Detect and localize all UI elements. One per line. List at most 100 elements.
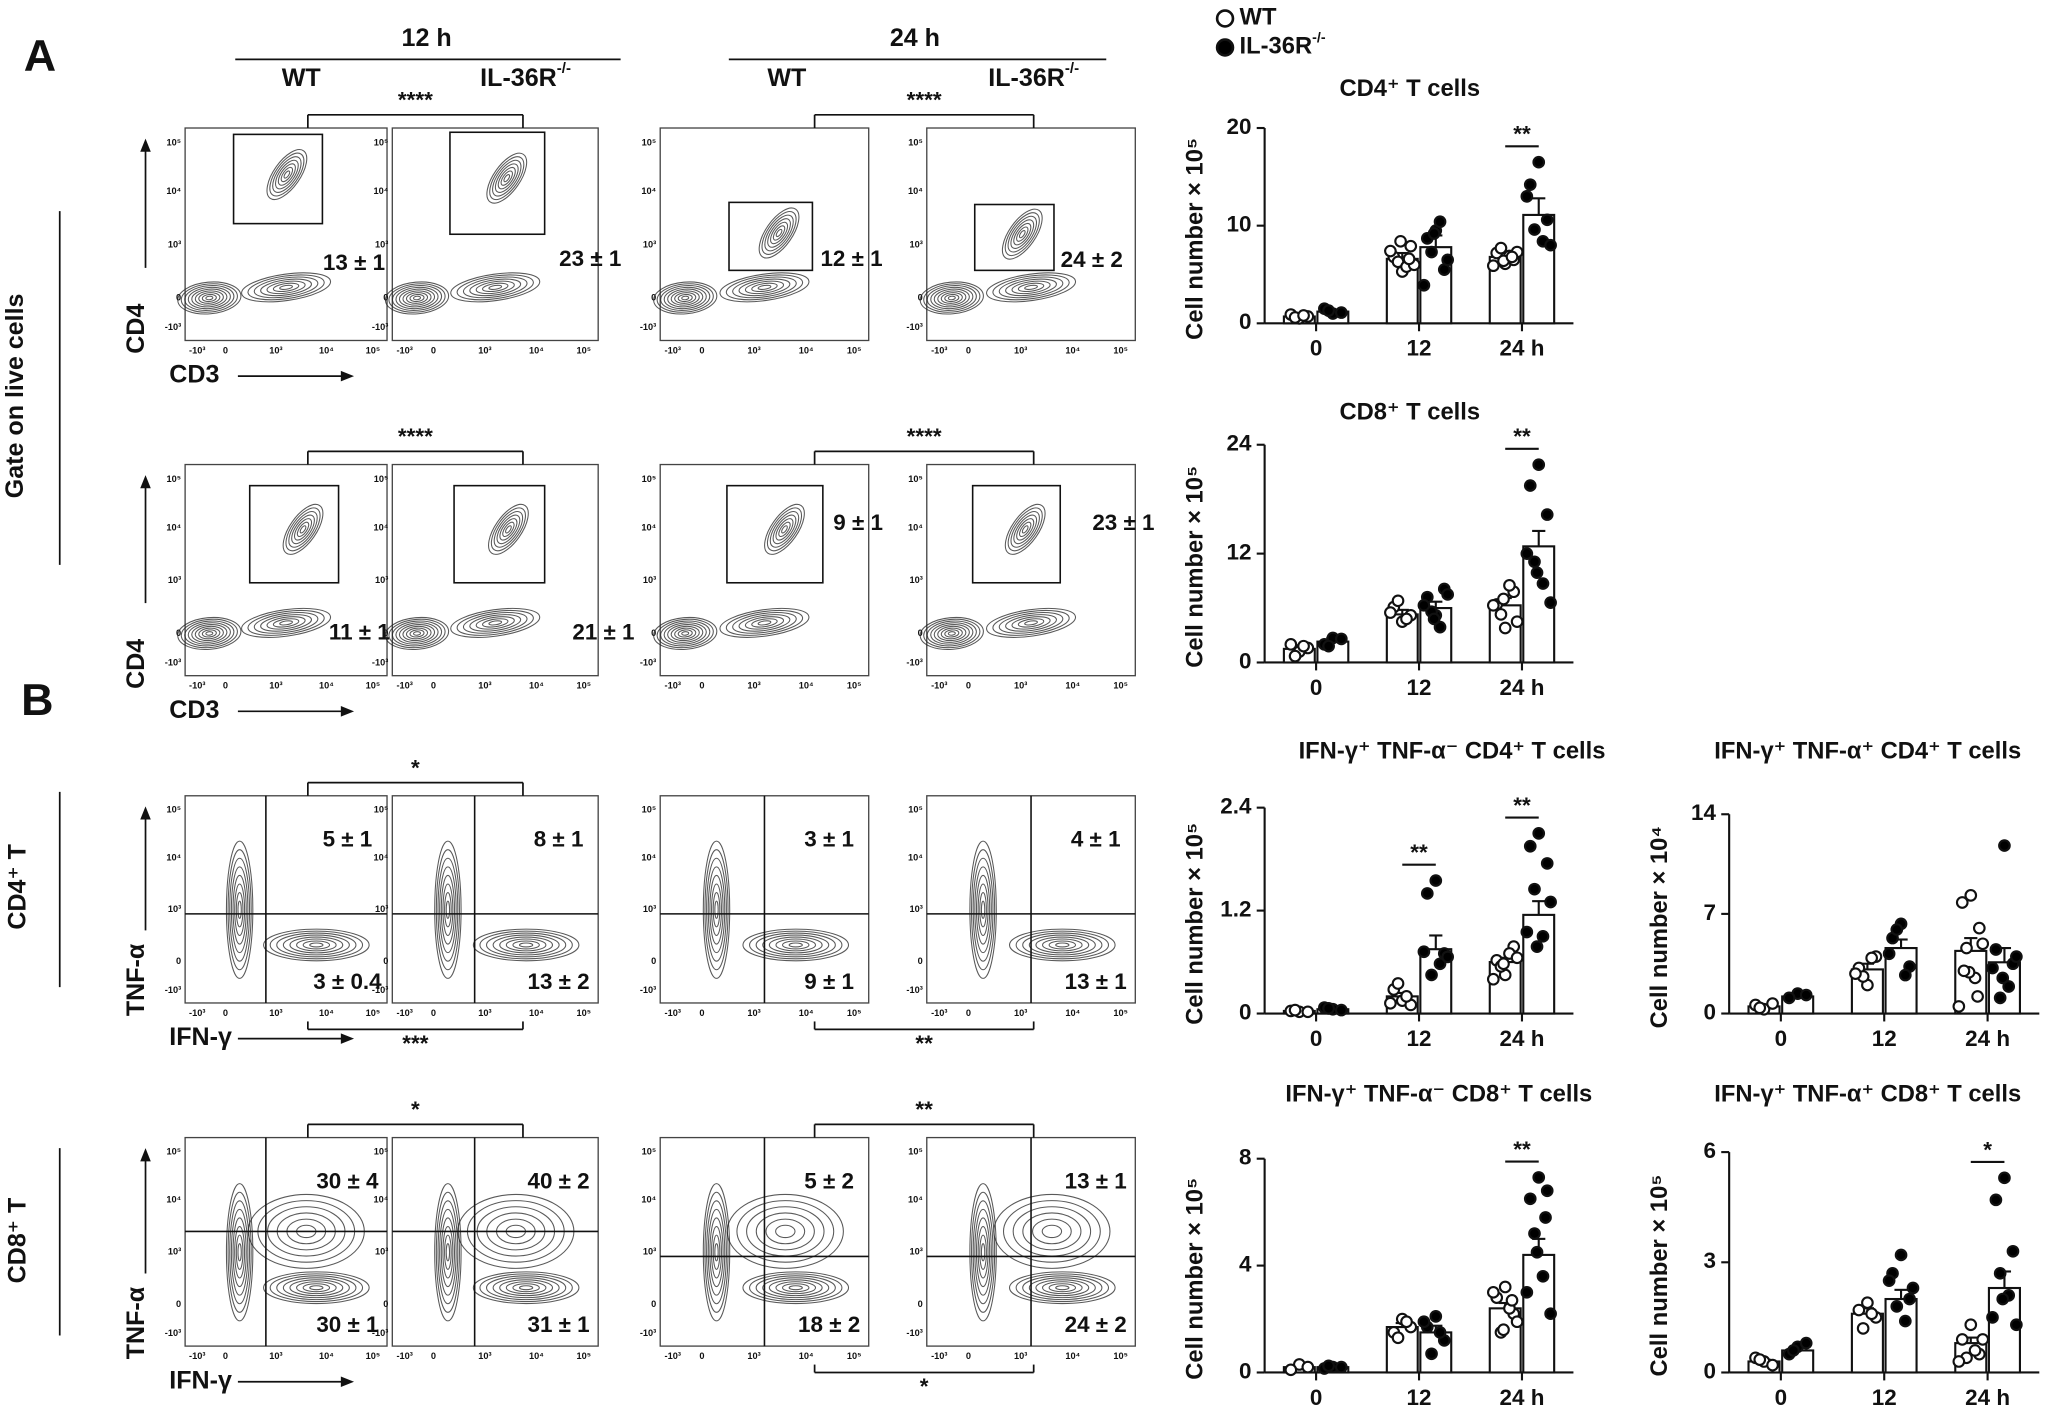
quadrant-percentage: 31 ± 1 [527, 1312, 589, 1337]
data-point [1952, 1000, 1966, 1013]
contour [272, 282, 300, 293]
contour [486, 932, 567, 958]
x-tick-label: 24 h [1965, 1385, 2010, 1410]
contour [975, 1217, 991, 1288]
contour [253, 276, 319, 299]
contour [283, 170, 291, 179]
data-point [1429, 1310, 1443, 1323]
flow-x-tick: 10⁵ [366, 345, 381, 355]
gate-percentage: 21 ± 1 [572, 619, 634, 644]
contour [409, 629, 425, 638]
flow-x-tick: 0 [223, 681, 228, 691]
data-point [1955, 1333, 1969, 1346]
data-point [1986, 961, 1999, 975]
flow-x-tick: 10⁴ [799, 345, 814, 355]
genotype-header: WT [282, 64, 322, 92]
x-tick-label: 12 [1407, 1026, 1432, 1051]
flow-y-tick: 10⁴ [641, 186, 656, 196]
contour [276, 932, 357, 958]
contour [1022, 1275, 1103, 1301]
contour [969, 1183, 997, 1322]
data-point [1540, 857, 1554, 870]
data-point [1993, 1266, 2007, 1280]
flow-x-tick: -10³ [665, 1351, 681, 1361]
y-axis-label: Cell number × 10⁵ [1181, 1178, 1208, 1380]
genotype-header-text: IL-36R [988, 64, 1065, 92]
flow-y-tick: 10⁴ [908, 852, 923, 862]
flow-x-tick: 0 [431, 345, 436, 355]
contour [309, 942, 324, 948]
flow-y-tick: 10⁴ [908, 522, 923, 532]
quadrant-percentage: 13 ± 2 [527, 969, 589, 994]
legend-label-sup: -/- [1312, 30, 1326, 46]
contour [663, 286, 707, 310]
data-point [1906, 1281, 1920, 1295]
flow-y-tick: 10⁵ [642, 474, 657, 484]
contour [282, 1277, 350, 1299]
contour [439, 1208, 457, 1296]
data-point [1898, 1314, 1912, 1328]
y-tick-label: 0 [1239, 1358, 1251, 1383]
panel-label: A [24, 30, 56, 81]
data-point [1486, 598, 1500, 612]
flow-y-tick: -10³ [165, 1328, 181, 1338]
contour [772, 514, 797, 545]
flow-y-tick: 10⁴ [374, 1195, 389, 1205]
data-point [1498, 1280, 1512, 1294]
y-axis-label: Cell number × 10⁴ [1646, 826, 1673, 1028]
contour [492, 934, 560, 956]
flow-x-tick: 10⁵ [1113, 1351, 1128, 1361]
contour [1055, 942, 1070, 948]
flow-y-tick: 10⁵ [167, 474, 182, 484]
flow-y-tick: -10³ [372, 322, 388, 332]
contour [1011, 280, 1051, 295]
y-tick-label: 3 [1703, 1248, 1715, 1273]
contour [253, 612, 319, 634]
contour [1017, 282, 1045, 293]
contour [282, 934, 350, 956]
flow-y-tick: 10⁴ [166, 1195, 181, 1205]
contour [201, 629, 217, 638]
flow-x-tick: 10³ [478, 1351, 491, 1361]
error-bar [1429, 934, 1443, 950]
contour [235, 1234, 244, 1270]
contour [299, 525, 307, 534]
flow-y-tick: 10⁵ [908, 805, 923, 815]
gate [728, 201, 814, 272]
data-point [1523, 479, 1537, 492]
data-point [1799, 988, 1813, 1002]
data-point [1322, 1359, 1335, 1373]
flow-x-tick: 10³ [1014, 1008, 1027, 1018]
error-bar [1532, 197, 1546, 215]
contour [505, 525, 512, 534]
data-point [1427, 612, 1441, 626]
contour [947, 295, 956, 301]
contour [293, 518, 313, 541]
flow-y-tick: 10³ [375, 1247, 388, 1257]
contour [230, 866, 249, 954]
flow-x-tick: 10³ [747, 1351, 760, 1361]
data-point [1964, 889, 1978, 902]
flow-x-tick: 10³ [269, 681, 282, 691]
flow-y-tick: 10³ [643, 239, 656, 249]
significance: ** [1513, 1137, 1531, 1162]
contour [782, 1283, 810, 1293]
chart-title: CD8⁺ T cells [1340, 398, 1481, 425]
contour [180, 283, 238, 313]
flow-x-axis-label: CD3 [169, 361, 219, 389]
contour [923, 618, 981, 649]
genotype-header-text: WT [282, 64, 322, 92]
contour [742, 928, 850, 962]
flow-y-tick: 10⁵ [908, 474, 923, 484]
flow-y-tick: 10⁵ [908, 137, 923, 147]
flow-y-axis-label: TNF-α [122, 1286, 150, 1359]
legend-marker [1215, 9, 1235, 28]
contour [384, 616, 450, 651]
contour [768, 936, 823, 954]
flow-x-tick: 10⁵ [366, 1351, 381, 1361]
data-point [1998, 839, 2011, 852]
contour [979, 892, 987, 928]
data-point [1540, 213, 1554, 227]
contour [930, 622, 974, 645]
arrow-head [140, 475, 151, 489]
